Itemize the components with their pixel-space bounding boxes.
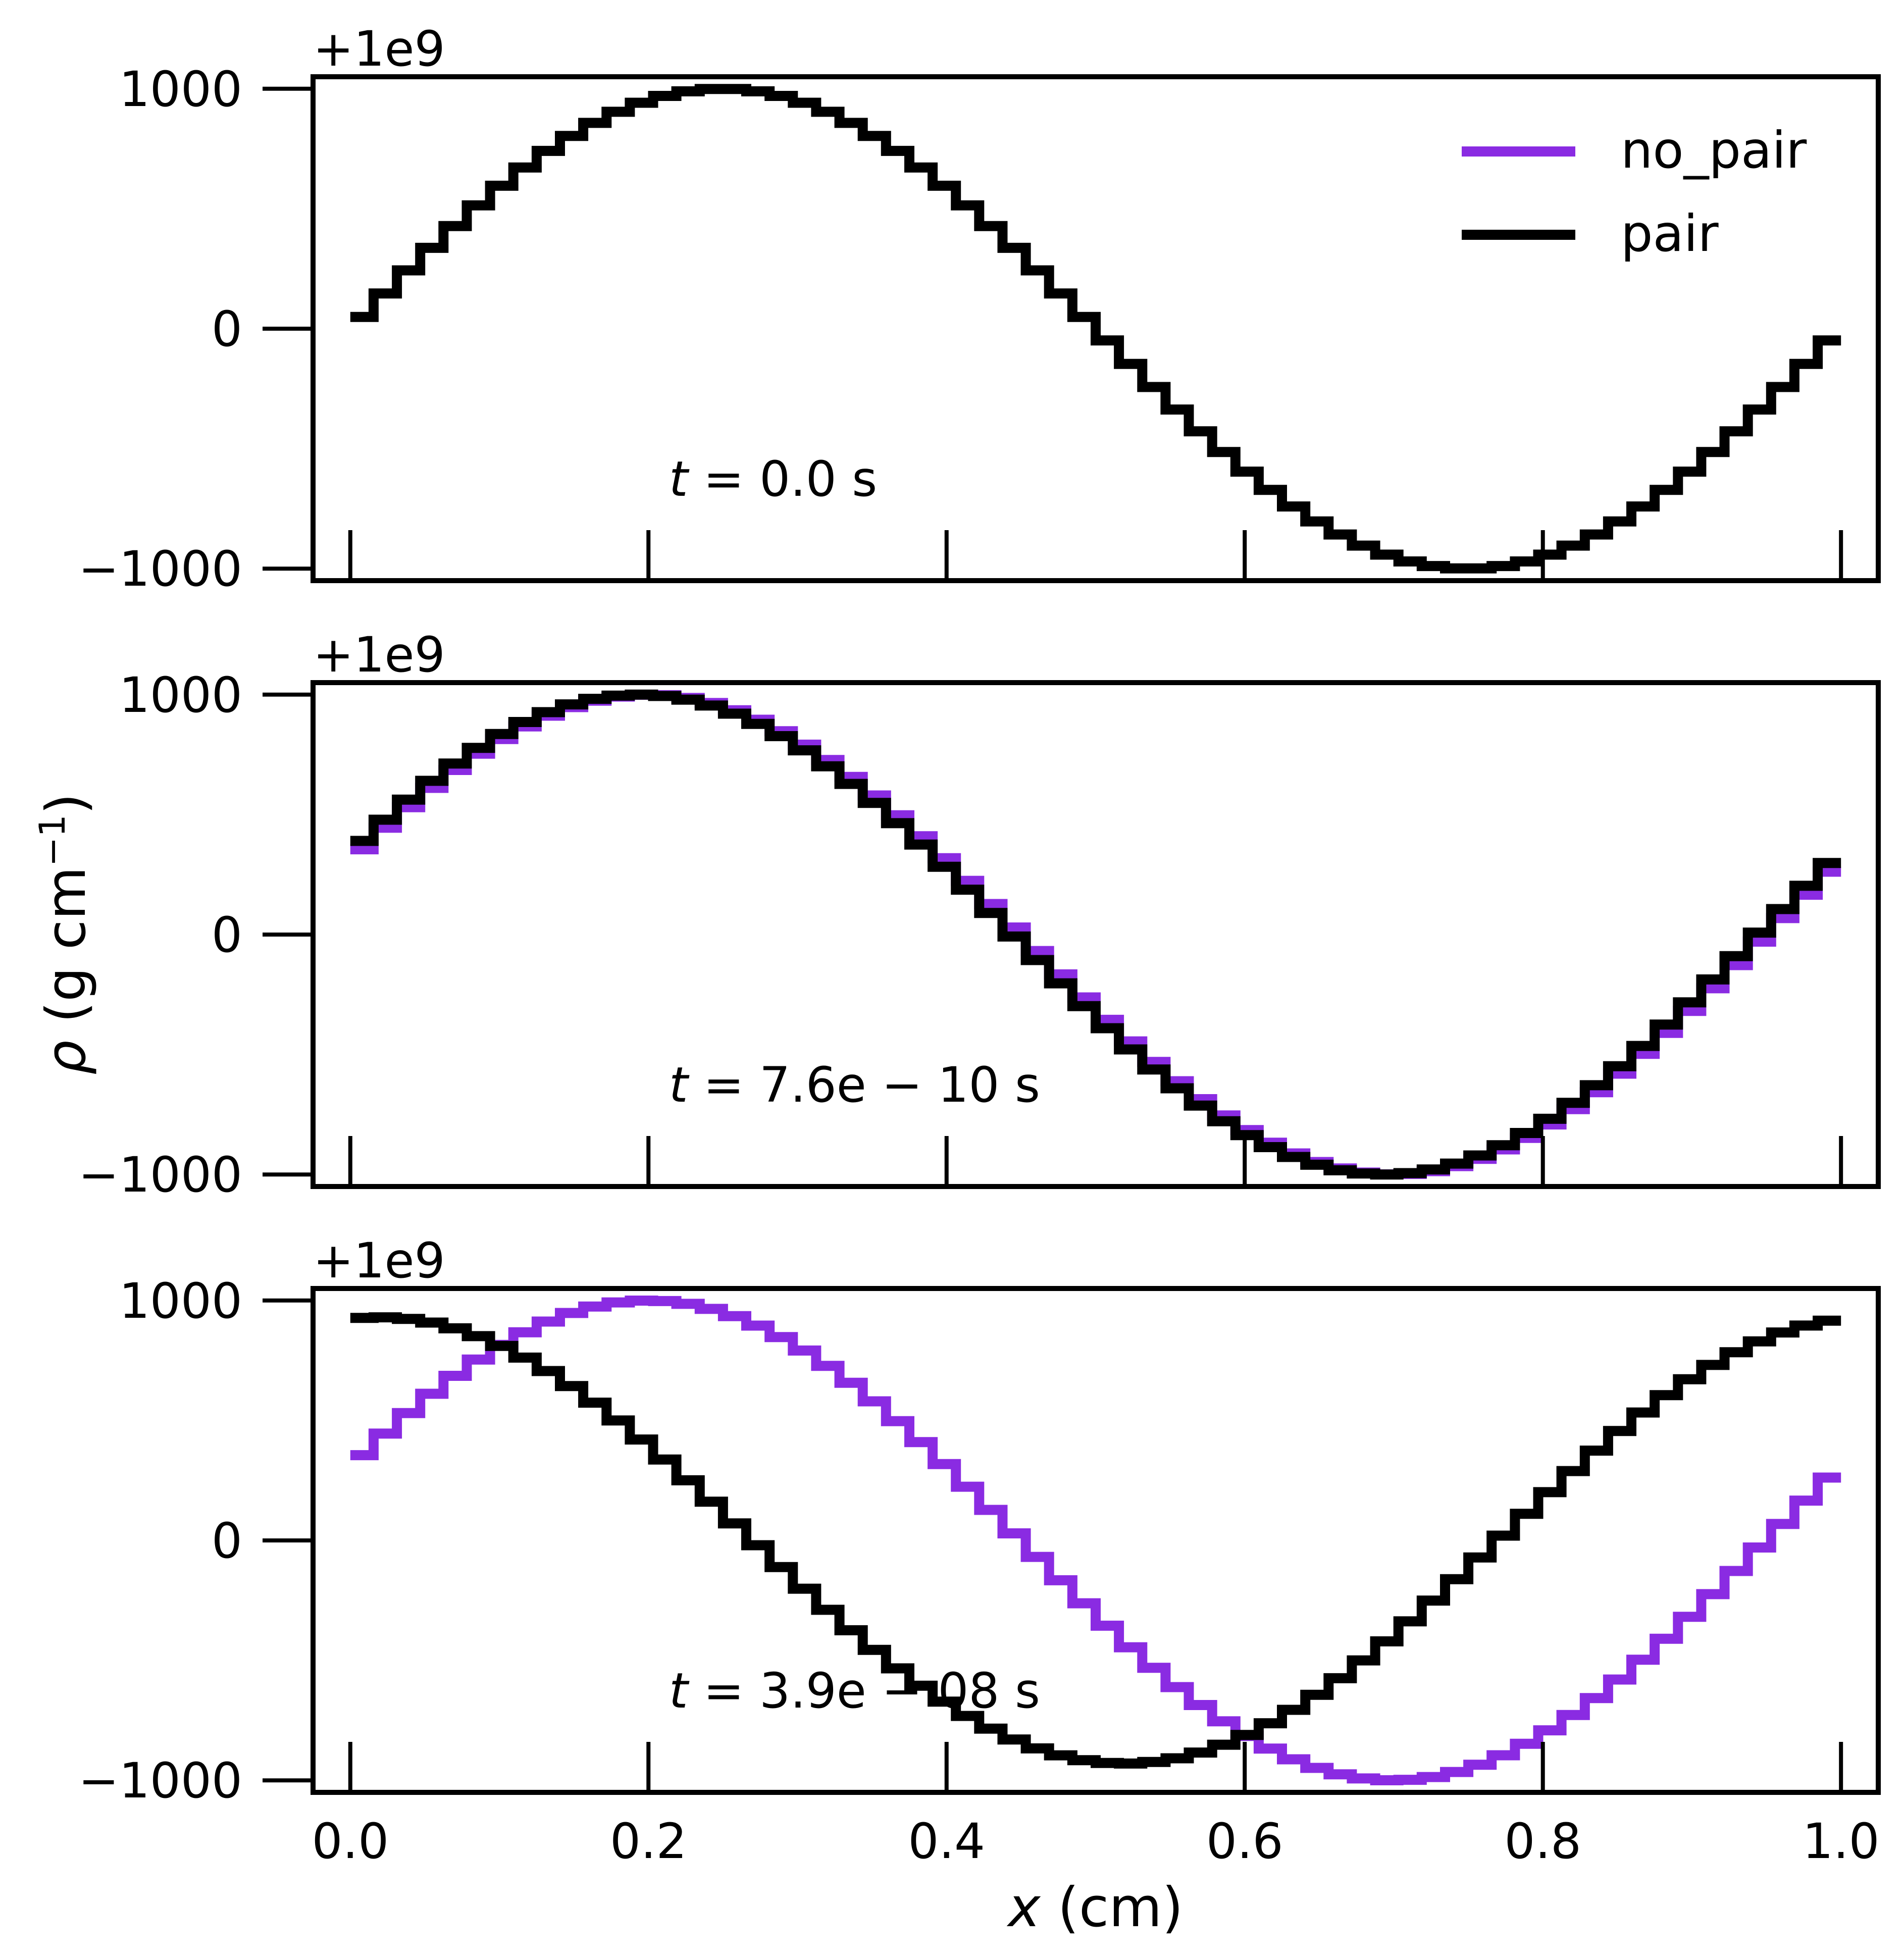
- y-axis-label-part: −1: [32, 814, 73, 866]
- x-tick-label: 0.0: [312, 1813, 389, 1870]
- legend-label-pair: pair: [1621, 204, 1719, 263]
- series-no-pair: [350, 690, 1841, 1179]
- time-label: t = 7.6e − 10 s: [669, 1057, 1040, 1113]
- axes-frame: [311, 680, 1881, 1189]
- y-tick-label: 0: [212, 301, 242, 357]
- x-tick-label: 0.6: [1206, 1813, 1283, 1870]
- time-label: t = 0.0 s: [669, 451, 877, 507]
- y-tick-label: 1000: [119, 1273, 242, 1329]
- series-pair: [350, 1312, 1841, 1769]
- time-label-var: t: [669, 451, 690, 507]
- y-offset-label: +1e9: [313, 1232, 445, 1289]
- x-tick-label: 0.2: [610, 1813, 687, 1870]
- y-tick-label: 1000: [119, 61, 242, 118]
- y-axis-label-part: ): [35, 793, 98, 814]
- y-axis-label-part: (g cm: [35, 866, 98, 1040]
- y-tick-label: 1000: [119, 667, 242, 724]
- y-offset-label: +1e9: [313, 21, 445, 77]
- x-tick-label: 0.4: [908, 1813, 985, 1870]
- y-tick-label: 0: [212, 907, 242, 963]
- x-axis-label-var: x: [1006, 1876, 1041, 1939]
- time-label-var: t: [669, 1057, 690, 1113]
- x-axis-label: x (cm): [1006, 1876, 1183, 1939]
- series-no-pair: [350, 1296, 1841, 1785]
- y-axis-label-part: ρ: [35, 1040, 98, 1075]
- time-label-value: = 7.6e − 10 s: [688, 1057, 1040, 1113]
- panel-2: 1000 0 −1000 +1e9 t = 7.6e − 10 s: [78, 627, 1881, 1203]
- x-tick-label: 1.0: [1803, 1813, 1880, 1870]
- series-pair: [350, 84, 1841, 574]
- axes-frame: [311, 1286, 1881, 1795]
- legend-label-no-pair: no_pair: [1621, 121, 1807, 180]
- y-axis-label: ρ (g cm−1): [32, 793, 98, 1075]
- x-tick-label: 0.8: [1504, 1813, 1581, 1870]
- series-pair: [350, 689, 1841, 1180]
- x-axis-label-unit: (cm): [1040, 1876, 1183, 1939]
- y-tick-label: 0: [212, 1513, 242, 1569]
- y-tick-label: −1000: [78, 541, 242, 597]
- time-label-var: t: [669, 1663, 690, 1719]
- time-label-value: = 0.0 s: [688, 451, 878, 507]
- time-label: t = 3.9e − 08 s: [669, 1663, 1040, 1719]
- time-label-value: = 3.9e − 08 s: [688, 1663, 1040, 1719]
- y-tick-label: −1000: [78, 1752, 242, 1809]
- panel-3: 0.0 0.2 0.4 0.6 0.8 1.0 1000 0 −1000 +1e9 t = 3.9e…: [78, 1232, 1881, 1870]
- y-tick-label: −1000: [78, 1147, 242, 1203]
- y-offset-label: +1e9: [313, 627, 445, 683]
